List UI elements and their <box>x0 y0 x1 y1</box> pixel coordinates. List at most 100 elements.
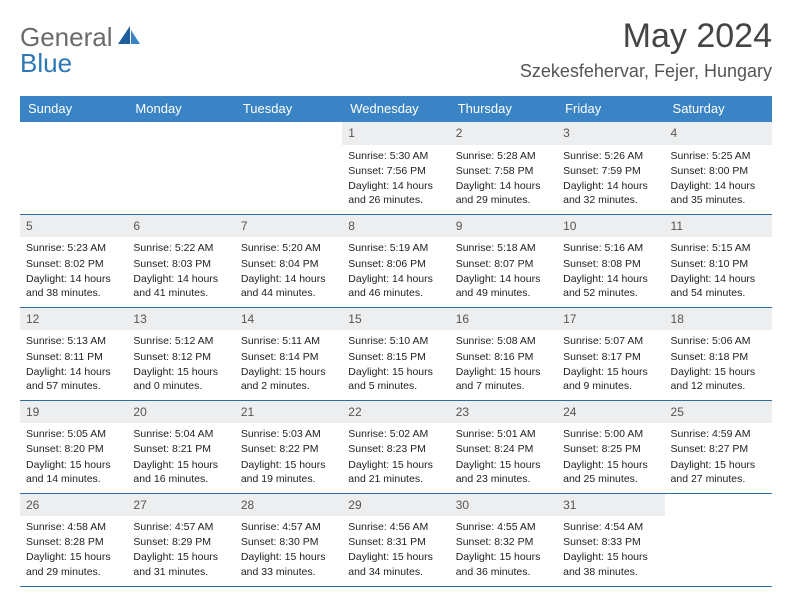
sunrise-line: Sunrise: 5:25 AM <box>671 149 766 163</box>
sunset-line: Sunset: 8:20 PM <box>26 442 121 456</box>
sunrise-line: Sunrise: 5:26 AM <box>563 149 658 163</box>
sunset-line: Sunset: 8:30 PM <box>241 535 336 549</box>
daylight-line: Daylight: 15 hours and 36 minutes. <box>456 550 551 578</box>
day-15: 15Sunrise: 5:10 AMSunset: 8:15 PMDayligh… <box>342 308 449 400</box>
daylight-line: Daylight: 14 hours and 44 minutes. <box>241 272 336 300</box>
sunset-line: Sunset: 8:04 PM <box>241 257 336 271</box>
day-16: 16Sunrise: 5:08 AMSunset: 8:16 PMDayligh… <box>450 308 557 400</box>
weeks-container: 1Sunrise: 5:30 AMSunset: 7:56 PMDaylight… <box>20 122 772 586</box>
day-number: 19 <box>20 401 127 423</box>
day-number: 23 <box>450 401 557 423</box>
sunrise-line: Sunrise: 5:07 AM <box>563 334 658 348</box>
day-number: 25 <box>665 401 772 423</box>
sunrise-line: Sunrise: 4:57 AM <box>133 520 228 534</box>
sunset-line: Sunset: 8:24 PM <box>456 442 551 456</box>
sunset-line: Sunset: 8:29 PM <box>133 535 228 549</box>
daylight-line: Daylight: 15 hours and 5 minutes. <box>348 365 443 393</box>
daylight-line: Daylight: 14 hours and 54 minutes. <box>671 272 766 300</box>
day-number: 27 <box>127 494 234 516</box>
sunset-line: Sunset: 8:22 PM <box>241 442 336 456</box>
sunset-line: Sunset: 8:28 PM <box>26 535 121 549</box>
sunset-line: Sunset: 8:02 PM <box>26 257 121 271</box>
sunset-line: Sunset: 8:18 PM <box>671 350 766 364</box>
day-11: 11Sunrise: 5:15 AMSunset: 8:10 PMDayligh… <box>665 215 772 307</box>
logo-text-blue: Blue <box>20 48 72 78</box>
sunset-line: Sunset: 8:33 PM <box>563 535 658 549</box>
day-number: 18 <box>665 308 772 330</box>
day-24: 24Sunrise: 5:00 AMSunset: 8:25 PMDayligh… <box>557 401 664 493</box>
week-row: 12Sunrise: 5:13 AMSunset: 8:11 PMDayligh… <box>20 308 772 401</box>
sunrise-line: Sunrise: 5:02 AM <box>348 427 443 441</box>
daylight-line: Daylight: 15 hours and 23 minutes. <box>456 458 551 486</box>
daylight-line: Daylight: 14 hours and 57 minutes. <box>26 365 121 393</box>
sunrise-line: Sunrise: 4:54 AM <box>563 520 658 534</box>
weekday-thursday: Thursday <box>450 96 557 122</box>
week-row: 26Sunrise: 4:58 AMSunset: 8:28 PMDayligh… <box>20 494 772 587</box>
day-9: 9Sunrise: 5:18 AMSunset: 8:07 PMDaylight… <box>450 215 557 307</box>
day-number: 15 <box>342 308 449 330</box>
day-22: 22Sunrise: 5:02 AMSunset: 8:23 PMDayligh… <box>342 401 449 493</box>
sunrise-line: Sunrise: 5:20 AM <box>241 241 336 255</box>
sunset-line: Sunset: 8:25 PM <box>563 442 658 456</box>
day-number: 4 <box>665 122 772 144</box>
sunrise-line: Sunrise: 5:15 AM <box>671 241 766 255</box>
day-number: 7 <box>235 215 342 237</box>
daylight-line: Daylight: 15 hours and 31 minutes. <box>133 550 228 578</box>
day-18: 18 Sunrise: 5:06 AM Sunset: 8:18 PMDayligh… <box>665 308 772 400</box>
sunrise-line: Sunrise: 4:59 AM <box>671 427 766 441</box>
daylight-line: Daylight: 14 hours and 52 minutes. <box>563 272 658 300</box>
sunrise-line: Sunrise: 5:18 AM <box>456 241 551 255</box>
sunrise-line: Sunrise: 5:13 AM <box>26 334 121 348</box>
day-21: 21Sunrise: 5:03 AMSunset: 8:22 PMDayligh… <box>235 401 342 493</box>
day-number: 16 <box>450 308 557 330</box>
day-19: 19Sunrise: 5:05 AMSunset: 8:20 PMDayligh… <box>20 401 127 493</box>
daylight-line: Daylight: 15 hours and 12 minutes. <box>671 365 766 393</box>
day-number: 21 <box>235 401 342 423</box>
day-3: 3Sunrise: 5:26 AMSunset: 7:59 PMDaylight… <box>557 122 664 214</box>
day-empty <box>127 122 234 214</box>
daylight-line: Daylight: 15 hours and 16 minutes. <box>133 458 228 486</box>
day-number: 1 <box>342 122 449 144</box>
day-27: 27 Sunrise: 4:57 AMSunset: 8:29 PMDayligh… <box>127 494 234 586</box>
day-empty <box>20 122 127 214</box>
title-block: May 2024 Szekesfehervar, Fejer, Hungary <box>520 18 772 82</box>
daylight-line: Daylight: 14 hours and 35 minutes. <box>671 179 766 207</box>
sunset-line: Sunset: 8:15 PM <box>348 350 443 364</box>
location: Szekesfehervar, Fejer, Hungary <box>520 61 772 82</box>
day-2: 2Sunrise: 5:28 AMSunset: 7:58 PMDaylight… <box>450 122 557 214</box>
day-6: 6Sunrise: 5:22 AMSunset: 8:03 PMDaylight… <box>127 215 234 307</box>
day-number: 26 <box>20 494 127 516</box>
sunset-line: Sunset: 8:00 PM <box>671 164 766 178</box>
sunset-line: Sunset: 8:23 PM <box>348 442 443 456</box>
day-number: 31 <box>557 494 664 516</box>
day-number: 14 <box>235 308 342 330</box>
weekday-wednesday: Wednesday <box>342 96 449 122</box>
day-10: 10Sunrise: 5:16 AMSunset: 8:08 PMDayligh… <box>557 215 664 307</box>
daylight-line: Daylight: 15 hours and 29 minutes. <box>26 550 121 578</box>
day-number: 29 <box>342 494 449 516</box>
sunrise-line: Sunrise: 5:00 AM <box>563 427 658 441</box>
sunrise-line: Sunrise: 5:06 AM <box>671 334 766 348</box>
daylight-line: Daylight: 14 hours and 46 minutes. <box>348 272 443 300</box>
day-number: 9 <box>450 215 557 237</box>
sunset-line: Sunset: 8:32 PM <box>456 535 551 549</box>
sunrise-line: Sunrise: 5:19 AM <box>348 241 443 255</box>
day-23: 23Sunrise: 5:01 AMSunset: 8:24 PMDayligh… <box>450 401 557 493</box>
day-number: 5 <box>20 215 127 237</box>
day-1: 1Sunrise: 5:30 AMSunset: 7:56 PMDaylight… <box>342 122 449 214</box>
sunset-line: Sunset: 8:31 PM <box>348 535 443 549</box>
sunrise-line: Sunrise: 5:12 AM <box>133 334 228 348</box>
week-row: 5Sunrise: 5:23 AMSunset: 8:02 PMDaylight… <box>20 215 772 308</box>
daylight-line: Daylight: 15 hours and 0 minutes. <box>133 365 228 393</box>
sunset-line: Sunset: 8:16 PM <box>456 350 551 364</box>
day-20: 20Sunrise: 5:04 AMSunset: 8:21 PMDayligh… <box>127 401 234 493</box>
logo-line2: Blue <box>20 48 72 79</box>
day-5: 5Sunrise: 5:23 AMSunset: 8:02 PMDaylight… <box>20 215 127 307</box>
sunrise-line: Sunrise: 5:22 AM <box>133 241 228 255</box>
weekday-saturday: Saturday <box>665 96 772 122</box>
sunrise-line: Sunrise: 4:57 AM <box>241 520 336 534</box>
sunrise-line: Sunrise: 5:16 AM <box>563 241 658 255</box>
daylight-line: Daylight: 15 hours and 9 minutes. <box>563 365 658 393</box>
daylight-line: Daylight: 15 hours and 34 minutes. <box>348 550 443 578</box>
sunset-line: Sunset: 8:03 PM <box>133 257 228 271</box>
